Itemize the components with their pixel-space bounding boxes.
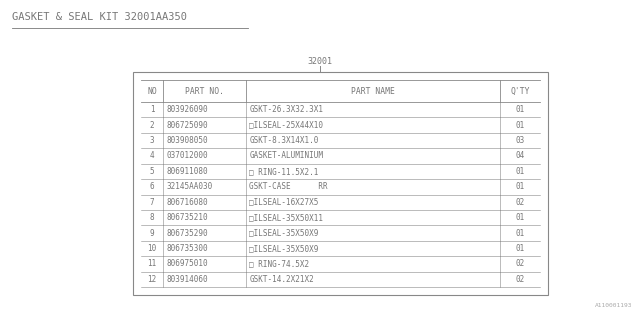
Text: 9: 9 <box>150 228 154 237</box>
Text: 8: 8 <box>150 213 154 222</box>
Text: □ILSEAL-35X50X9: □ILSEAL-35X50X9 <box>249 244 319 253</box>
Bar <box>133 72 548 295</box>
Text: 5: 5 <box>150 167 154 176</box>
Text: GSKT-26.3X32.3X1: GSKT-26.3X32.3X1 <box>249 105 323 114</box>
Text: 1: 1 <box>150 105 154 114</box>
Text: A110001193: A110001193 <box>595 303 632 308</box>
Text: 01: 01 <box>515 213 525 222</box>
Text: 806725090: 806725090 <box>166 121 208 130</box>
Text: □ILSEAL-35X50X11: □ILSEAL-35X50X11 <box>249 213 323 222</box>
Text: PART NAME: PART NAME <box>351 86 395 95</box>
Text: GASKET & SEAL KIT 32001AA350: GASKET & SEAL KIT 32001AA350 <box>12 12 187 22</box>
Text: 04: 04 <box>515 151 525 160</box>
Text: □ILSEAL-16X27X5: □ILSEAL-16X27X5 <box>249 198 319 207</box>
Text: 10: 10 <box>147 244 157 253</box>
Text: 02: 02 <box>515 260 525 268</box>
Text: 32145AA030: 32145AA030 <box>166 182 212 191</box>
Text: 806735210: 806735210 <box>166 213 208 222</box>
Text: 12: 12 <box>147 275 157 284</box>
Text: 037012000: 037012000 <box>166 151 208 160</box>
Text: 01: 01 <box>515 167 525 176</box>
Text: 4: 4 <box>150 151 154 160</box>
Text: 01: 01 <box>515 244 525 253</box>
Text: 03: 03 <box>515 136 525 145</box>
Text: 11: 11 <box>147 260 157 268</box>
Text: 803914060: 803914060 <box>166 275 208 284</box>
Text: 803926090: 803926090 <box>166 105 208 114</box>
Text: 01: 01 <box>515 105 525 114</box>
Text: 806735300: 806735300 <box>166 244 208 253</box>
Text: 6: 6 <box>150 182 154 191</box>
Text: GSKT-14.2X21X2: GSKT-14.2X21X2 <box>249 275 314 284</box>
Text: 3: 3 <box>150 136 154 145</box>
Text: 806735290: 806735290 <box>166 228 208 237</box>
Text: 02: 02 <box>515 275 525 284</box>
Text: 02: 02 <box>515 198 525 207</box>
Text: PART NO.: PART NO. <box>185 86 224 95</box>
Text: GASKET-ALUMINIUM: GASKET-ALUMINIUM <box>249 151 323 160</box>
Text: Q'TY: Q'TY <box>510 86 530 95</box>
Text: □ILSEAL-25X44X10: □ILSEAL-25X44X10 <box>249 121 323 130</box>
Text: □ RING-11.5X2.1: □ RING-11.5X2.1 <box>249 167 319 176</box>
Text: GSKT-8.3X14X1.0: GSKT-8.3X14X1.0 <box>249 136 319 145</box>
Text: 806716080: 806716080 <box>166 198 208 207</box>
Text: 32001: 32001 <box>307 57 333 66</box>
Text: 01: 01 <box>515 228 525 237</box>
Text: 806911080: 806911080 <box>166 167 208 176</box>
Text: 803908050: 803908050 <box>166 136 208 145</box>
Text: □ILSEAL-35X50X9: □ILSEAL-35X50X9 <box>249 228 319 237</box>
Text: NO: NO <box>147 86 157 95</box>
Text: 01: 01 <box>515 182 525 191</box>
Text: 806975010: 806975010 <box>166 260 208 268</box>
Text: GSKT-CASE      RR: GSKT-CASE RR <box>249 182 328 191</box>
Text: 01: 01 <box>515 121 525 130</box>
Text: □ RING-74.5X2: □ RING-74.5X2 <box>249 260 309 268</box>
Text: 2: 2 <box>150 121 154 130</box>
Text: 7: 7 <box>150 198 154 207</box>
